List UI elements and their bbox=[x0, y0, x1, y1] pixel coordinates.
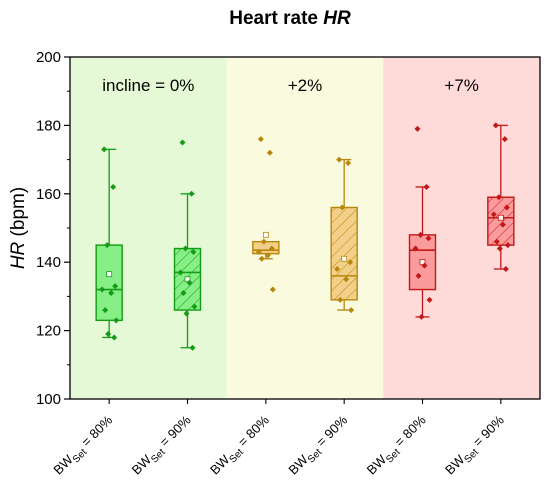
data-point bbox=[493, 238, 500, 245]
category-label: BWSet = 80% bbox=[364, 412, 432, 480]
data-point bbox=[191, 303, 198, 310]
data-point bbox=[112, 283, 119, 290]
data-point bbox=[182, 245, 189, 252]
data-point bbox=[414, 125, 421, 132]
y-tick-label: 140 bbox=[36, 254, 61, 271]
data-point bbox=[257, 136, 264, 143]
data-point bbox=[504, 242, 511, 249]
data-point bbox=[495, 194, 502, 201]
data-point bbox=[426, 296, 433, 303]
data-point bbox=[339, 204, 346, 211]
data-point bbox=[108, 289, 115, 296]
data-point bbox=[499, 221, 506, 228]
data-point bbox=[189, 344, 196, 351]
box-group bbox=[95, 146, 123, 341]
data-point bbox=[415, 272, 422, 279]
box-group bbox=[330, 156, 358, 314]
y-tick-label: 120 bbox=[36, 323, 61, 340]
mean-marker bbox=[262, 231, 269, 238]
background-regions bbox=[70, 57, 540, 399]
data-point bbox=[269, 286, 276, 293]
data-point bbox=[334, 266, 341, 273]
region-background bbox=[383, 57, 540, 399]
data-point bbox=[260, 238, 267, 245]
category-label: BWSet = 90% bbox=[442, 412, 510, 480]
region-label: +2% bbox=[288, 76, 323, 95]
box-group bbox=[252, 136, 280, 293]
box-iqr bbox=[330, 206, 358, 301]
data-point bbox=[113, 317, 120, 324]
data-point bbox=[348, 307, 355, 314]
data-point bbox=[412, 245, 419, 252]
data-point bbox=[110, 183, 117, 190]
chart-title: Heart rate HR bbox=[229, 8, 351, 29]
data-point bbox=[266, 149, 273, 156]
region-background bbox=[226, 57, 384, 399]
data-point bbox=[502, 266, 509, 273]
axes: 100 120 140 160 180 200 bbox=[36, 49, 541, 408]
y-tick-label: 180 bbox=[36, 117, 61, 134]
data-point bbox=[501, 136, 508, 143]
data-point bbox=[177, 269, 184, 276]
data-point bbox=[425, 235, 432, 242]
data-point bbox=[490, 211, 497, 218]
data-point bbox=[186, 279, 193, 286]
mean-marker bbox=[106, 271, 113, 278]
data-point bbox=[423, 183, 430, 190]
data-point bbox=[104, 242, 111, 249]
data-point bbox=[418, 313, 425, 320]
data-point bbox=[336, 156, 343, 163]
box-group bbox=[173, 139, 202, 351]
data-point bbox=[264, 252, 271, 259]
data-point bbox=[188, 190, 195, 197]
mean-marker bbox=[341, 255, 348, 262]
box-group bbox=[487, 122, 515, 273]
y-tick-label: 160 bbox=[36, 186, 61, 203]
data-point bbox=[492, 122, 499, 129]
data-point bbox=[258, 255, 265, 262]
y-tick-label: 200 bbox=[36, 49, 61, 66]
data-point bbox=[180, 289, 187, 296]
data-point bbox=[347, 259, 354, 266]
data-point bbox=[102, 307, 109, 314]
category-label: BWSet = 90% bbox=[285, 412, 353, 480]
data-point bbox=[105, 331, 112, 338]
data-point bbox=[337, 296, 344, 303]
y-axis-label: HR (bpm) bbox=[8, 187, 29, 269]
y-tick-label: 100 bbox=[36, 391, 61, 408]
box-iqr bbox=[487, 196, 515, 246]
region-label: incline = 0% bbox=[102, 76, 194, 95]
data-point bbox=[503, 204, 510, 211]
category-label: BWSet = 80% bbox=[50, 412, 118, 480]
box-groups bbox=[95, 122, 515, 351]
data-point bbox=[101, 146, 108, 153]
data-point bbox=[421, 262, 428, 269]
data-point bbox=[496, 245, 503, 252]
data-point bbox=[255, 248, 262, 255]
data-point bbox=[190, 248, 197, 255]
data-point bbox=[183, 310, 190, 317]
box-group bbox=[408, 125, 437, 320]
data-point bbox=[179, 139, 186, 146]
category-label: BWSet = 90% bbox=[129, 412, 197, 480]
region-background bbox=[70, 57, 227, 399]
mean-marker bbox=[497, 214, 504, 221]
data-point bbox=[343, 276, 350, 283]
data-point bbox=[99, 286, 106, 293]
box-iqr bbox=[95, 244, 123, 322]
region-label: +7% bbox=[444, 76, 479, 95]
data-point bbox=[417, 231, 424, 238]
data-point bbox=[345, 160, 352, 167]
category-label: BWSet = 80% bbox=[207, 412, 275, 480]
data-point bbox=[111, 334, 118, 341]
data-point bbox=[268, 245, 275, 252]
